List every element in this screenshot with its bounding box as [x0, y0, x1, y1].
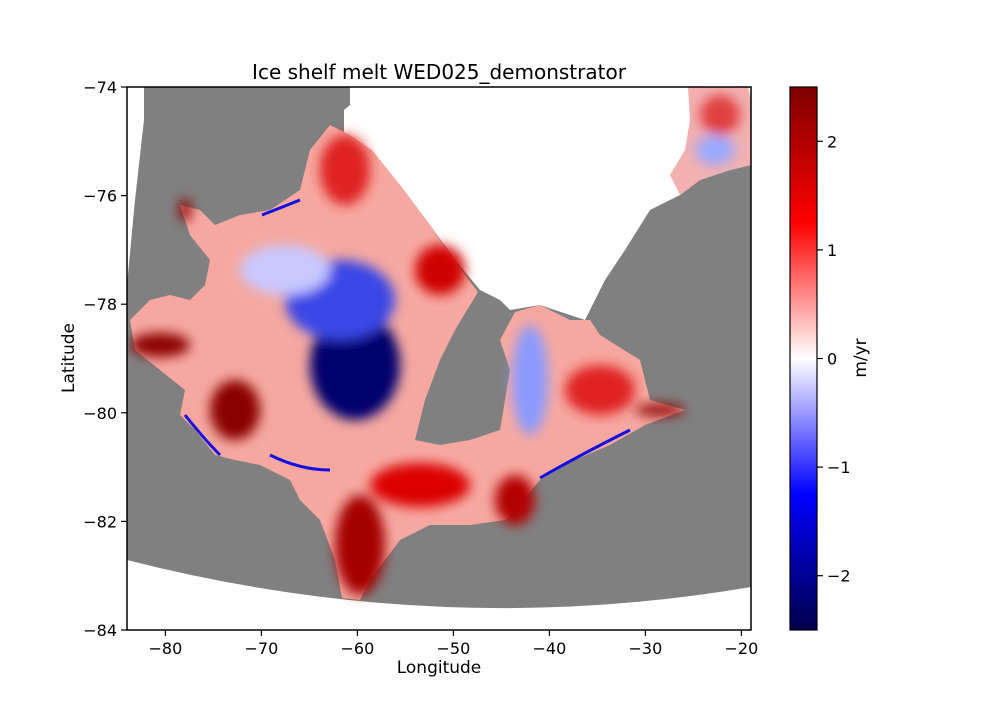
colorbar-gradient — [789, 86, 818, 631]
melt-hotspot-brunt — [700, 95, 740, 135]
y-tick-label: −74 — [83, 78, 117, 97]
y-tick-label: −80 — [83, 404, 117, 423]
colorbar-tick-label: 0 — [827, 350, 837, 369]
x-axis: −80 −70 −60 −50 −40 −30 −20 — [149, 630, 759, 658]
ice-shelf-base — [130, 125, 685, 600]
fringe-east — [539, 428, 631, 480]
y-axis-label: Latitude — [59, 323, 79, 393]
melt-hotspot-north — [320, 135, 370, 205]
y-tick-label: −78 — [83, 295, 117, 314]
melt-hotspot-tongue — [635, 404, 685, 416]
y-tick-label: −84 — [83, 621, 117, 640]
colorbar-tick-label: 2 — [827, 132, 837, 151]
colorbar-tick-label: 1 — [827, 241, 837, 260]
y-tick-label: −76 — [83, 187, 117, 206]
colorbar-label: m/yr — [851, 338, 871, 377]
y-axis: −74 −76 −78 −80 −82 −84 — [83, 78, 127, 640]
x-tick-label: −20 — [725, 639, 759, 658]
melt-hotspot-front — [335, 495, 385, 595]
grounding-line-fringes — [183, 198, 631, 480]
melt-hotspot-filchner — [565, 365, 635, 415]
melt-hotspot-arm — [130, 333, 190, 357]
axes-frame — [126, 86, 752, 631]
x-tick-label: −30 — [629, 639, 663, 658]
fringe-central — [269, 453, 331, 472]
melt-hotspot-inlet — [179, 198, 191, 222]
cooling-zone-east — [512, 325, 548, 435]
melt-hotspot-west — [210, 380, 260, 440]
colorbar-ticks: 2 1 0 −1 −2 — [817, 132, 851, 586]
plot-area — [127, 87, 751, 630]
melt-hotspot-central — [370, 463, 470, 507]
x-tick-label: −80 — [149, 639, 183, 658]
melt-hotspot-northeast — [415, 245, 465, 295]
x-tick-label: −50 — [437, 639, 471, 658]
melt-anomalies — [130, 95, 740, 595]
cooling-zone-west — [240, 245, 330, 295]
cooling-zone-brunt — [695, 135, 735, 165]
melt-hotspot-east — [495, 475, 535, 525]
x-tick-label: −60 — [341, 639, 375, 658]
y-tick-label: −82 — [83, 512, 117, 531]
colorbar-tick-label: −1 — [827, 458, 851, 477]
fringe-west — [183, 414, 222, 457]
colorbar-tick-label: −2 — [827, 567, 851, 586]
x-tick-label: −70 — [245, 639, 279, 658]
colorbar: 2 1 0 −1 −2 m/yr — [789, 86, 871, 631]
chart-title: Ice shelf melt WED025_demonstrator — [252, 60, 627, 84]
x-axis-label: Longitude — [397, 658, 482, 678]
x-tick-label: −40 — [533, 639, 567, 658]
fringe-north — [261, 198, 301, 217]
